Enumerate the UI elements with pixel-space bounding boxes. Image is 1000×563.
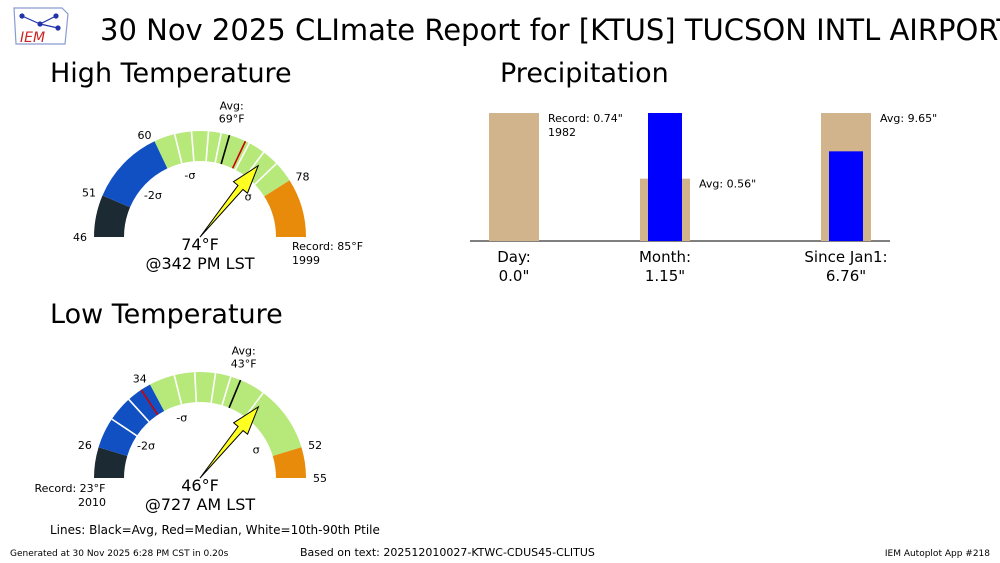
low-sigma-label-2: σ bbox=[253, 443, 260, 456]
high-tick-label-0: 46 bbox=[73, 231, 87, 244]
high-sigma-label-0: -2σ bbox=[144, 189, 162, 202]
low-sigma-label-1: -σ bbox=[176, 412, 187, 425]
low-tick-label-3: 55 bbox=[313, 472, 327, 485]
precip-category-label-1: Month: bbox=[639, 248, 691, 266]
precip-observed-label-2: 6.76" bbox=[826, 267, 866, 285]
high-percentile-line-6 bbox=[254, 162, 278, 185]
footer-generated: Generated at 30 Nov 2025 6:28 PM CST in … bbox=[10, 549, 229, 559]
low-avg-value-label: 43°F bbox=[231, 358, 257, 371]
high-band-1 bbox=[102, 141, 168, 208]
high-avg-label: Avg: bbox=[220, 100, 244, 113]
precip-title: Precipitation bbox=[500, 58, 669, 89]
high-band-0 bbox=[94, 195, 131, 237]
low-sigma-label-0: -2σ bbox=[137, 440, 155, 453]
precip-reference-label-1: Avg: 0.56" bbox=[699, 178, 756, 191]
low-percentile-line-0 bbox=[111, 418, 138, 437]
high-percentile-line-4 bbox=[234, 142, 250, 171]
high-band-3 bbox=[264, 180, 306, 237]
precip-observed-bar-1 bbox=[648, 113, 682, 241]
low-gauge: Avg:43°F 26 34 52 55 -2σ -σ σ 46°F@727 AM LST Rec… bbox=[34, 345, 327, 514]
low-percentile-line-4 bbox=[210, 373, 217, 403]
high-tick-label-2: 60 bbox=[138, 129, 152, 142]
precip-category-label-0: Day: bbox=[497, 248, 531, 266]
high-percentile-line-0 bbox=[173, 133, 183, 164]
high-needle bbox=[199, 164, 260, 238]
low-value-label: 46°F bbox=[181, 476, 219, 495]
high-tick-label-3: 78 bbox=[296, 171, 310, 184]
precip-chart: Record: 0.74" Day:0.0" Avg: 0.56" Month:1.1… bbox=[470, 112, 937, 285]
high-record-label: Record: 85°F bbox=[292, 240, 363, 253]
high-sigma-label-1: -σ bbox=[184, 169, 195, 182]
high-temp-title: High Temperature bbox=[50, 58, 292, 89]
iem-logo: IEM bbox=[10, 4, 72, 52]
low-percentile-line-1 bbox=[128, 398, 150, 423]
high-avg-line bbox=[220, 134, 231, 165]
low-percentile-line-3 bbox=[193, 372, 198, 403]
precip-reference-label-2: Avg: 9.65" bbox=[880, 112, 937, 125]
legend-note: Lines: Black=Avg, Red=Median, White=10th… bbox=[50, 523, 380, 537]
high-percentile-line-1 bbox=[190, 131, 195, 162]
low-median-line bbox=[140, 389, 159, 416]
high-avg-value-label: 69°F bbox=[219, 113, 245, 126]
low-avg-line bbox=[228, 379, 242, 409]
low-record-label: Record: 23°F bbox=[34, 482, 105, 495]
low-tick-label-1: 34 bbox=[133, 372, 147, 385]
high-tick-label-1: 51 bbox=[82, 187, 96, 200]
low-percentile-line-5 bbox=[221, 376, 232, 406]
high-band-2 bbox=[154, 131, 290, 197]
high-percentile-line-2 bbox=[205, 131, 210, 162]
precip-record-year: 1982 bbox=[548, 126, 576, 139]
high-sigma-label-2: σ bbox=[245, 190, 252, 203]
footer-app: IEM Autoplot App #218 bbox=[884, 549, 990, 559]
high-gauge: Avg:69°F 46 51 60 78 -2σ -σ σ 74°F@342 PM LST Rec… bbox=[73, 100, 363, 273]
high-record-year: 1999 bbox=[292, 254, 320, 267]
low-band-3 bbox=[272, 447, 306, 478]
low-band-2 bbox=[150, 372, 302, 456]
low-band-0 bbox=[94, 447, 128, 478]
precip-reference-label-0: Record: 0.74" bbox=[548, 112, 623, 125]
precip-observed-label-0: 0.0" bbox=[499, 267, 530, 285]
precip-observed-bar-2 bbox=[829, 151, 863, 241]
low-avg-label: Avg: bbox=[232, 345, 256, 358]
precip-category-label-2: Since Jan1: bbox=[804, 248, 887, 266]
high-value-label: 74°F bbox=[181, 235, 219, 254]
high-time-label: @342 PM LST bbox=[145, 254, 254, 273]
low-tick-label-2: 52 bbox=[308, 439, 322, 452]
low-band-1 bbox=[98, 384, 165, 456]
footer-based-on: Based on text: 202512010027-KTWC-CDUS45-… bbox=[300, 546, 595, 559]
low-needle bbox=[199, 405, 260, 479]
low-record-year: 2010 bbox=[78, 496, 106, 509]
precip-reference-bar-0 bbox=[489, 113, 539, 241]
high-percentile-line-3 bbox=[214, 132, 222, 163]
logo-text: IEM bbox=[20, 30, 45, 46]
precip-observed-label-1: 1.15" bbox=[645, 267, 685, 285]
page-title: 30 Nov 2025 CLImate Report for [KTUS] TU… bbox=[100, 13, 1000, 47]
low-tick-label-0: 26 bbox=[78, 439, 92, 452]
high-median-line bbox=[231, 140, 247, 169]
low-temp-title: Low Temperature bbox=[50, 299, 283, 330]
low-percentile-line-2 bbox=[173, 374, 183, 405]
low-time-label: @727 AM LST bbox=[145, 495, 256, 514]
